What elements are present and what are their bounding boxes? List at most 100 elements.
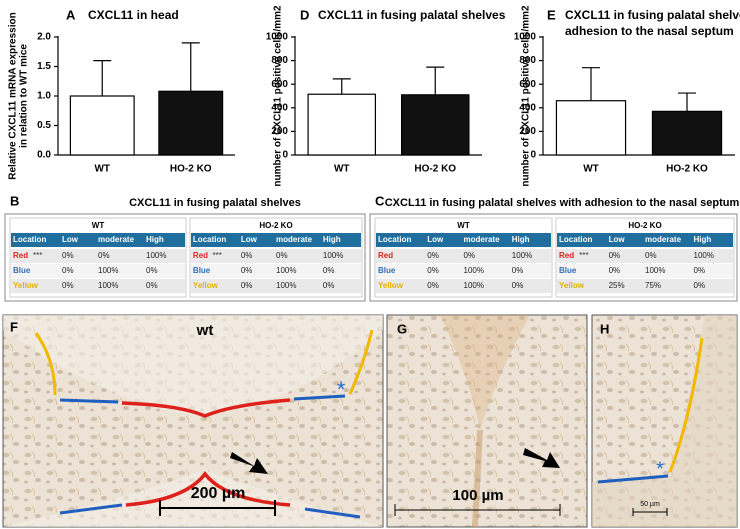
- cell: 0%: [609, 251, 621, 260]
- cell: 0%: [512, 266, 524, 275]
- error-bar: [582, 67, 600, 101]
- column-header: Location: [559, 235, 592, 244]
- location: Red: [193, 251, 208, 260]
- cell: 0%: [62, 266, 74, 275]
- location: Yellow: [193, 281, 219, 290]
- cell: 0%: [146, 266, 158, 275]
- cell: 0%: [609, 266, 621, 275]
- micrograph-g: 100 µm G: [386, 314, 588, 528]
- group-name: HO-2 KO: [628, 221, 661, 230]
- x-tick-label: HO-2 KO: [414, 164, 456, 175]
- cell: 100%: [645, 266, 665, 275]
- location: Red: [559, 251, 574, 260]
- blue-line: [304, 507, 361, 519]
- column-header: moderate: [645, 235, 682, 244]
- bar: [69, 95, 135, 156]
- asterisk: *: [337, 377, 346, 402]
- column-header: Low: [427, 235, 444, 244]
- group-name: WT: [92, 221, 105, 230]
- column-header: Low: [241, 235, 258, 244]
- row-bg: [376, 264, 551, 278]
- yellow-line: [668, 337, 704, 473]
- red-line: [121, 398, 291, 418]
- cell: 100%: [146, 251, 166, 260]
- arrow: [523, 448, 560, 468]
- column-header: Low: [62, 235, 79, 244]
- row-bg: [191, 264, 361, 278]
- row-bg: [191, 249, 361, 263]
- y-tick-label: 200: [519, 126, 536, 137]
- panel-label: B: [10, 193, 19, 208]
- panel-label: H: [600, 321, 609, 336]
- scale-bar: [632, 508, 668, 516]
- error-bar: [426, 66, 445, 95]
- chart-title: CXCL11 in fusing palatal shelves: [318, 8, 506, 22]
- seam: [472, 429, 483, 528]
- cell: 100%: [276, 266, 296, 275]
- cell: 0%: [323, 266, 335, 275]
- cell: 0%: [694, 281, 706, 290]
- cell: 75%: [645, 281, 661, 290]
- y-tick-label: 400: [271, 102, 288, 113]
- bar: [307, 93, 377, 156]
- y-axis-label: Relative CXCL11 mRNA expression: [8, 12, 19, 179]
- x-tick-label: WT: [94, 164, 110, 175]
- column-header: Location: [13, 235, 46, 244]
- arrow: [230, 452, 268, 474]
- x-tick-label: HO-2 KO: [666, 164, 708, 175]
- y-tick-label: 0.5: [37, 120, 51, 131]
- table-title: CXCL11 in fusing palatal shelves: [129, 197, 301, 209]
- y-tick-label: 0: [530, 150, 536, 161]
- location: Blue: [559, 266, 577, 275]
- bar: [158, 90, 224, 156]
- location: Red: [378, 251, 393, 260]
- chart-title: CXCL11 in head: [88, 8, 179, 22]
- header-row: [191, 233, 361, 247]
- cell: 100%: [98, 281, 118, 290]
- asterisk: *: [656, 458, 664, 480]
- error-bar: [93, 60, 112, 96]
- lumen: [3, 470, 383, 527]
- header-row: [11, 233, 185, 247]
- row-bg: [11, 264, 185, 278]
- column-header: High: [323, 235, 341, 244]
- cell: 0%: [512, 281, 524, 290]
- cell: 100%: [464, 266, 484, 275]
- y-tick-label: 0: [282, 150, 288, 161]
- row-bg: [376, 279, 551, 293]
- blue-line: [293, 394, 346, 401]
- location: Yellow: [13, 281, 39, 290]
- y-tick-label: 400: [519, 102, 536, 113]
- y-tick-label: 1.5: [37, 61, 51, 72]
- x-tick-label: WT: [583, 164, 599, 175]
- cell: 100%: [464, 281, 484, 290]
- group-name: HO-2 KO: [259, 221, 292, 230]
- location: Blue: [13, 266, 31, 275]
- scale-label: 200 µm: [191, 485, 246, 502]
- chart-title: CXCL11 in fusing palatal shelves with: [565, 8, 740, 22]
- y-tick-label: 600: [271, 79, 288, 90]
- row-bg: [11, 249, 185, 263]
- bar: [555, 100, 627, 156]
- cell: 100%: [512, 251, 532, 260]
- cell: 0%: [427, 251, 439, 260]
- y-tick-label: 800: [519, 55, 536, 66]
- yellow-line: [348, 329, 374, 395]
- y-tick-label: 0.0: [37, 150, 51, 161]
- column-header: Location: [193, 235, 226, 244]
- location: Blue: [193, 266, 211, 275]
- bar: [651, 110, 723, 156]
- scale-label: 100 µm: [452, 487, 503, 504]
- image-frame: [386, 314, 588, 528]
- y-axis-label: number of CXCL11 positive cells/mm2: [521, 5, 532, 187]
- cell: 100%: [276, 281, 296, 290]
- significance: ***: [33, 251, 42, 260]
- header-row: [376, 233, 551, 247]
- x-tick-label: HO-2 KO: [170, 164, 212, 175]
- row-bg: [557, 264, 733, 278]
- significance: ***: [579, 251, 588, 260]
- panel-label: E: [547, 7, 556, 22]
- y-tick-label: 1000: [514, 32, 537, 43]
- row-bg: [557, 279, 733, 293]
